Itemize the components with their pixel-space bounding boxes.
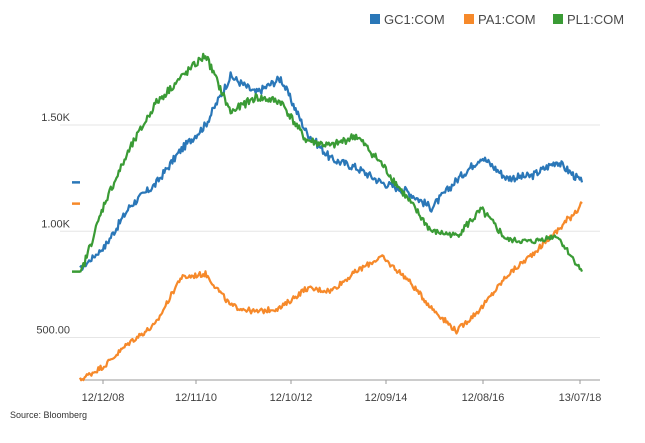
x-tick-label: 12/12/08 (82, 392, 125, 404)
x-axis: 12/12/08 12/11/10 12/10/12 12/09/14 12/08/16… (82, 380, 602, 404)
series-line-pl1-com[interactable] (79, 52, 584, 273)
legend: GC1:COM PA1:COM PL1:COM (370, 12, 624, 27)
legend-swatch-pl1 (553, 14, 563, 24)
legend-label-pl1: PL1:COM (567, 12, 624, 27)
legend-item-pl1[interactable]: PL1:COM (553, 12, 624, 27)
series-line-gc1-com[interactable] (79, 71, 584, 271)
legend-swatch-gc1 (370, 14, 380, 24)
legend-item-gc1[interactable]: GC1:COM (370, 12, 445, 27)
x-tick-label: 12/11/10 (175, 392, 217, 404)
legend-swatch-pa1 (464, 14, 474, 24)
series-line-pa1-com[interactable] (78, 201, 583, 382)
y-tick-label: 500.00 (36, 325, 70, 337)
legend-item-pa1[interactable]: PA1:COM (464, 12, 536, 27)
source-note: Source: Bloomberg (10, 410, 88, 420)
legend-label-gc1: GC1:COM (384, 12, 445, 27)
y-axis: 500.00 1.00K 1.50K (36, 112, 70, 337)
end-markers (72, 181, 80, 273)
x-tick-label: 12/08/16 (462, 392, 505, 404)
gridlines (60, 124, 600, 338)
x-tick-label: 12/09/14 (365, 392, 408, 404)
legend-label-pa1: PA1:COM (478, 12, 536, 27)
y-tick-label: 1.00K (41, 218, 70, 230)
series-lines (78, 52, 584, 382)
x-tick-label: 13/07/18 (559, 392, 602, 404)
y-tick-label: 1.50K (41, 112, 70, 124)
x-tick-label: 12/10/12 (270, 392, 313, 404)
